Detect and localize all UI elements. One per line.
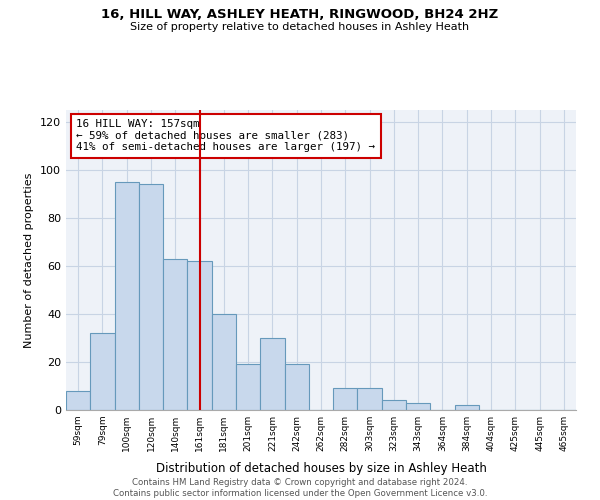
Bar <box>236 364 260 410</box>
Text: Size of property relative to detached houses in Ashley Heath: Size of property relative to detached ho… <box>130 22 470 32</box>
Bar <box>382 400 406 410</box>
Text: 16 HILL WAY: 157sqm
← 59% of detached houses are smaller (283)
41% of semi-detac: 16 HILL WAY: 157sqm ← 59% of detached ho… <box>76 119 375 152</box>
Bar <box>66 391 90 410</box>
Bar <box>90 333 115 410</box>
Bar <box>406 403 430 410</box>
Bar <box>333 388 358 410</box>
Text: 16, HILL WAY, ASHLEY HEATH, RINGWOOD, BH24 2HZ: 16, HILL WAY, ASHLEY HEATH, RINGWOOD, BH… <box>101 8 499 20</box>
Bar <box>358 388 382 410</box>
Bar <box>212 314 236 410</box>
Bar <box>455 405 479 410</box>
Bar <box>260 338 284 410</box>
X-axis label: Distribution of detached houses by size in Ashley Heath: Distribution of detached houses by size … <box>155 462 487 475</box>
Y-axis label: Number of detached properties: Number of detached properties <box>25 172 34 348</box>
Bar <box>163 259 187 410</box>
Bar <box>284 364 309 410</box>
Bar <box>115 182 139 410</box>
Bar <box>187 261 212 410</box>
Bar <box>139 184 163 410</box>
Text: Contains HM Land Registry data © Crown copyright and database right 2024.
Contai: Contains HM Land Registry data © Crown c… <box>113 478 487 498</box>
